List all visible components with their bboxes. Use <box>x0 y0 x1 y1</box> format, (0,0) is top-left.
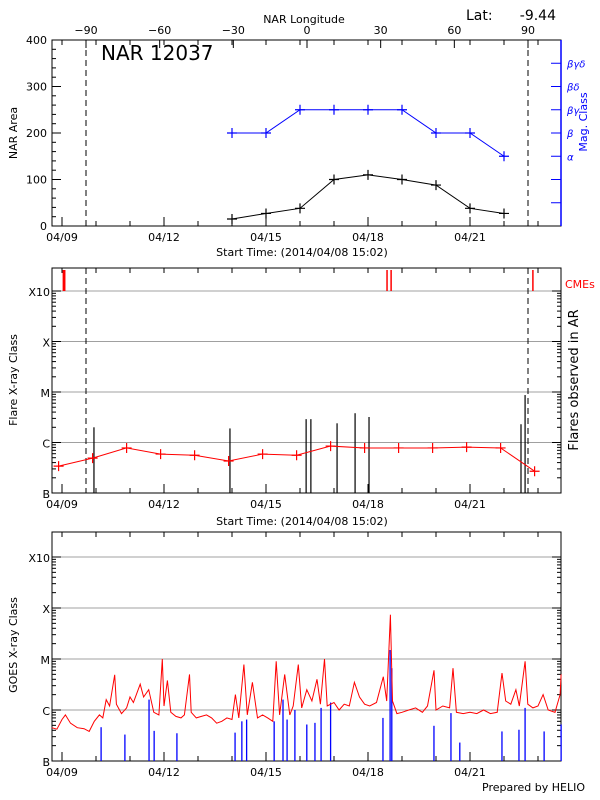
lon-tick-label: −30 <box>222 24 245 37</box>
flare-average-point <box>87 453 98 464</box>
flare-average-point <box>53 461 64 472</box>
flare-x-tick-label: 04/12 <box>148 498 180 511</box>
area-point <box>499 208 509 219</box>
flare-y-tick-label: B <box>42 488 50 501</box>
mag-class-tick-label: βγδ <box>566 59 585 70</box>
mag-class-point <box>363 104 373 115</box>
goes-panel: B C M X X10 04/09 04/12 04/15 04/18 04/21 <box>28 531 562 779</box>
goes-x-tick-label: 04/18 <box>352 766 384 779</box>
lon-tick-label: −60 <box>148 24 171 37</box>
goes-x-tick-label: 04/15 <box>250 766 282 779</box>
flare-average-point <box>529 466 540 477</box>
mag-class-label: Mag. Class <box>577 92 590 151</box>
flare-x-tick-label: 04/15 <box>250 498 282 511</box>
mag-class-point <box>227 128 237 138</box>
flare-average-point <box>291 450 302 461</box>
goes-y-tick-label: C <box>42 705 50 718</box>
area-point <box>329 174 339 185</box>
lon-tick-label: 30 <box>374 24 388 37</box>
flare-y-tick-label: X <box>42 337 50 350</box>
flare-y-tick-label: X10 <box>28 286 50 299</box>
flare-x-tick-label: 04/18 <box>352 498 384 511</box>
area-point <box>261 208 271 219</box>
lat-label: Lat: <box>466 8 493 24</box>
flare-average-point <box>189 450 200 461</box>
mag-class-point <box>465 128 475 138</box>
flare-ylabel: Flare X-ray Class <box>7 334 20 426</box>
nar-y-tick-label: 300 <box>26 81 47 94</box>
cme-label: CMEs <box>565 278 595 291</box>
goes-y-tick-label: X10 <box>28 552 50 565</box>
nar-y-tick-label: 100 <box>26 174 47 187</box>
mag-class-tick-label: α <box>567 152 574 163</box>
lon-tick-label: 60 <box>447 24 461 37</box>
mag-class-tick-label: β <box>566 129 574 140</box>
region-label: NAR 12037 <box>101 41 214 65</box>
area-point <box>397 174 407 185</box>
mag-class-point <box>295 104 305 115</box>
nar-y-tick-label: 400 <box>26 34 47 47</box>
area-point <box>431 180 441 191</box>
mag-class-tick-label: βδ <box>566 83 580 94</box>
area-line <box>231 174 505 220</box>
top-axis-title: NAR Longitude <box>263 13 345 26</box>
mag-class-point <box>431 128 441 138</box>
nar-x-tick-label: 04/12 <box>148 231 180 244</box>
mag-class-point <box>329 104 339 115</box>
goes-x-tick-label: 04/12 <box>148 766 180 779</box>
goes-x-tick-label: 04/09 <box>46 766 78 779</box>
mag-class-point <box>499 151 509 162</box>
nar-xlabel: Start Time: (2014/04/08 15:02) <box>216 246 388 259</box>
goes-ylabel: GOES X-ray Class <box>7 597 20 693</box>
nar-x-tick-label: 04/21 <box>454 231 486 244</box>
flare-y-tick-label: M <box>41 387 51 400</box>
goes-x-tick-label: 04/21 <box>454 766 486 779</box>
area-point <box>295 203 305 214</box>
flare-average-point <box>495 442 506 453</box>
mag-class-point <box>397 104 407 115</box>
flare-average-point <box>257 449 268 460</box>
nar-ylabel: NAR Area <box>7 107 20 159</box>
nar-x-tick-label: 04/15 <box>250 231 282 244</box>
lon-tick-label: 90 <box>521 24 535 37</box>
flare-panel: B C M X X10 04/09 04/12 04/15 04/18 04/21 <box>28 267 562 511</box>
flare-x-tick-label: 04/21 <box>454 498 486 511</box>
goes-long-line <box>51 614 562 733</box>
goes-y-tick-label: B <box>42 756 50 769</box>
lat-value: -9.44 <box>520 8 556 24</box>
area-point <box>227 214 237 225</box>
mag-class-point <box>261 128 271 138</box>
flare-y-tick-label: C <box>42 438 50 451</box>
nar-x-tick-label: 04/09 <box>46 231 78 244</box>
nar-y-tick-label: 0 <box>40 220 47 233</box>
area-point <box>465 203 475 214</box>
mag-class-tick-label: βγ <box>566 106 580 117</box>
nar-panel: 04/09 04/12 04/15 04/18 04/210100200300400−9… <box>26 24 585 244</box>
lon-tick-label: 0 <box>304 24 311 37</box>
flare-average-point <box>325 441 336 452</box>
flare-average-point <box>223 456 234 467</box>
lon-tick-label: −90 <box>74 24 97 37</box>
nar-y-tick-label: 200 <box>26 127 47 140</box>
flare-average-point <box>155 449 166 460</box>
flare-xlabel: Start Time: (2014/04/08 15:02) <box>216 515 388 528</box>
flare-average-point <box>393 442 404 453</box>
mag-class-line <box>232 109 505 157</box>
flare-average-point <box>427 442 438 453</box>
area-point <box>363 169 373 180</box>
flare-average-point <box>359 442 370 453</box>
flare-average-point <box>121 442 132 453</box>
goes-y-tick-label: X <box>42 603 50 616</box>
flare-average-point <box>461 442 472 453</box>
footer-credit: Prepared by HELIO <box>482 781 585 794</box>
goes-y-tick-label: M <box>41 654 51 667</box>
flare-x-tick-label: 04/09 <box>46 498 78 511</box>
nar-frame <box>51 39 562 227</box>
flares-observed-label: Flares observed in AR <box>567 309 582 450</box>
nar-x-tick-label: 04/18 <box>352 231 384 244</box>
